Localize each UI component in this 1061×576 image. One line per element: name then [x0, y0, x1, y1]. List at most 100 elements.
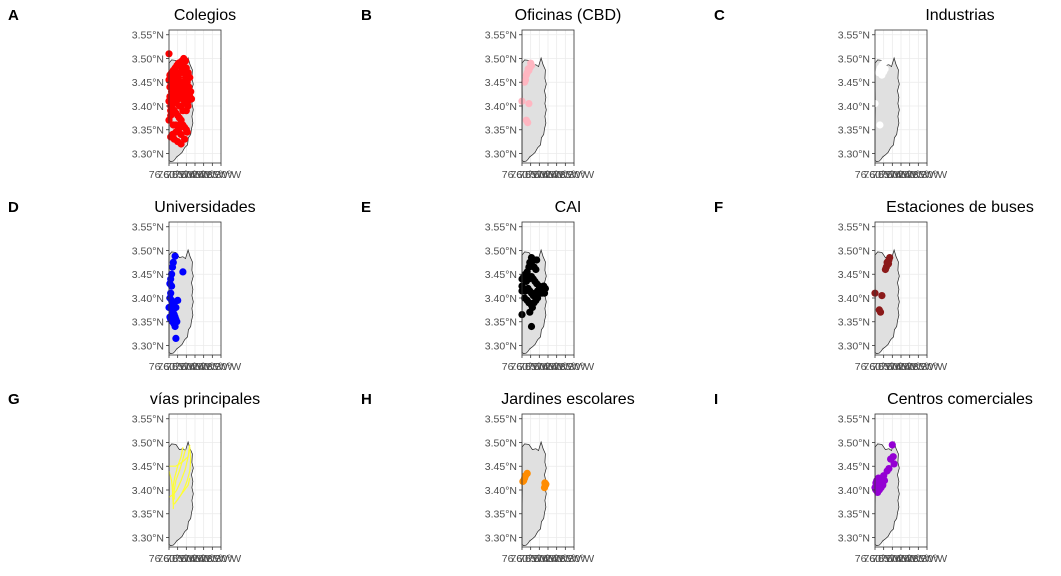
x-tick-label: 76.55°W	[863, 169, 903, 181]
y-tick-label: 3.30°N	[485, 532, 517, 544]
panel-tag: G	[8, 391, 20, 408]
data-point	[541, 479, 549, 487]
y-tick-label: 3.45°N	[132, 77, 164, 89]
data-point	[170, 135, 178, 143]
y-tick-label: 3.45°N	[132, 461, 164, 473]
panel-title: Industrias	[925, 7, 994, 24]
y-tick-label: 3.35°N	[132, 125, 164, 137]
data-point	[876, 121, 884, 129]
y-tick-label: 3.55°N	[132, 222, 164, 234]
x-tick-label: 76.40°W	[889, 553, 929, 565]
x-tick-label: 76.40°W	[889, 169, 929, 181]
x-tick-label: 76.30°W	[554, 361, 594, 373]
y-tick-label: 3.50°N	[132, 53, 164, 65]
data-point	[533, 256, 541, 264]
data-point	[880, 476, 889, 485]
y-tick-label: 3.30°N	[838, 340, 870, 352]
y-tick-label: 3.35°N	[838, 317, 870, 329]
data-point	[524, 65, 532, 73]
x-tick-label: 76.50°W	[872, 361, 912, 373]
y-tick-label: 3.40°N	[132, 293, 164, 305]
data-point	[878, 292, 886, 300]
data-point	[532, 265, 540, 274]
y-tick-label: 3.45°N	[485, 77, 517, 89]
y-tick-label: 3.30°N	[132, 340, 164, 352]
x-tick-label: 76.40°W	[536, 553, 576, 565]
data-point	[185, 88, 193, 96]
y-tick-label: 3.30°N	[838, 148, 870, 160]
x-tick-label: 76.55°W	[157, 361, 197, 373]
y-tick-label: 3.45°N	[838, 269, 870, 281]
x-tick-label: 76.50°W	[519, 361, 559, 373]
panel-title: Oficinas (CBD)	[515, 7, 622, 24]
y-tick-label: 3.40°N	[485, 485, 517, 497]
y-tick-label: 3.30°N	[838, 532, 870, 544]
map-panel-e: E CAI 3.55°N 3.50°N 3.45°N 3.40°N 3.35°N 3.30°N…	[361, 199, 594, 373]
x-tick-label: 76.30°W	[201, 361, 241, 373]
data-point	[169, 121, 177, 129]
y-tick-label: 3.45°N	[485, 461, 517, 473]
x-tick-label: 76.55°W	[510, 169, 550, 181]
x-tick-label: 76.60°W	[149, 169, 189, 181]
y-tick-label: 3.30°N	[485, 340, 517, 352]
x-tick-label: 76.40°W	[536, 361, 576, 373]
y-tick-label: 3.50°N	[132, 245, 164, 257]
x-tick-label: 76.40°W	[536, 169, 576, 181]
x-tick-label: 76.35°W	[545, 361, 585, 373]
x-tick-label: 76.50°W	[166, 553, 206, 565]
y-tick-label: 3.45°N	[132, 269, 164, 281]
data-point	[876, 308, 885, 316]
y-tick-label: 3.50°N	[485, 245, 517, 257]
data-point	[519, 477, 527, 485]
y-tick-label: 3.55°N	[485, 414, 517, 426]
data-point	[534, 294, 542, 302]
data-point	[881, 65, 889, 73]
x-tick-label: 76.60°W	[502, 361, 542, 373]
panel-tag: A	[8, 7, 19, 24]
data-point	[174, 69, 182, 77]
y-tick-label: 3.50°N	[838, 245, 870, 257]
y-tick-label: 3.30°N	[132, 148, 164, 160]
data-point	[166, 83, 174, 91]
y-tick-label: 3.35°N	[485, 317, 517, 329]
y-tick-label: 3.30°N	[485, 148, 517, 160]
data-point	[874, 488, 882, 496]
data-point	[890, 460, 898, 468]
road-line	[173, 477, 191, 505]
x-tick-label: 76.50°W	[166, 169, 206, 181]
x-tick-label: 76.35°W	[898, 169, 938, 181]
x-tick-label: 76.45°W	[528, 553, 568, 565]
y-tick-label: 3.55°N	[132, 30, 164, 42]
x-tick-label: 76.55°W	[157, 553, 197, 565]
data-point	[172, 303, 180, 312]
road-line	[173, 449, 187, 500]
x-tick-label: 76.30°W	[907, 361, 947, 373]
y-tick-label: 3.55°N	[838, 222, 870, 234]
y-tick-label: 3.40°N	[838, 101, 870, 113]
x-tick-label: 76.60°W	[149, 361, 189, 373]
x-tick-label: 76.35°W	[192, 361, 232, 373]
data-point	[181, 57, 190, 65]
y-tick-label: 3.35°N	[132, 509, 164, 521]
x-tick-label: 76.60°W	[502, 553, 542, 565]
x-tick-label: 76.30°W	[907, 169, 947, 181]
y-tick-label: 3.40°N	[838, 485, 870, 497]
y-tick-label: 3.45°N	[838, 461, 870, 473]
x-tick-label: 76.45°W	[175, 553, 215, 565]
x-tick-label: 76.40°W	[183, 361, 223, 373]
x-tick-label: 76.55°W	[863, 361, 903, 373]
x-tick-label: 76.40°W	[183, 553, 223, 565]
panel-title: Centros comerciales	[887, 391, 1033, 408]
x-tick-label: 76.60°W	[855, 361, 895, 373]
x-tick-label: 76.45°W	[528, 361, 568, 373]
y-tick-label: 3.55°N	[838, 30, 870, 42]
panel-tag: F	[714, 199, 723, 216]
data-point	[186, 73, 194, 82]
y-tick-label: 3.50°N	[132, 437, 164, 449]
y-tick-label: 3.55°N	[838, 414, 870, 426]
data-point	[888, 441, 896, 449]
data-point	[525, 100, 533, 108]
x-tick-label: 76.55°W	[510, 553, 550, 565]
y-tick-label: 3.35°N	[132, 317, 164, 329]
